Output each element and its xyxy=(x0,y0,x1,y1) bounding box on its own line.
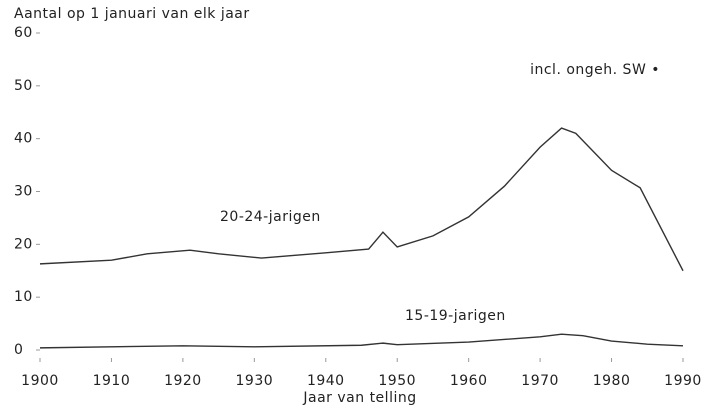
y-tick-label: 10 xyxy=(14,289,33,305)
x-tick-label: 1990 xyxy=(664,373,702,389)
line xyxy=(39,127,684,272)
y-tick-label: 60 xyxy=(14,25,33,41)
x-tick-label: 1940 xyxy=(307,373,345,389)
y-tick-label: 30 xyxy=(14,184,33,200)
x-axis-label: Jaar van telling xyxy=(302,390,416,406)
x-tick-label: 1930 xyxy=(236,373,274,389)
y-axis-label: Aantal op 1 januari van elk jaar xyxy=(14,6,250,22)
x-tick-label: 1950 xyxy=(378,373,416,389)
x-tick-label: 1980 xyxy=(593,373,631,389)
y-tick-label: 0 xyxy=(14,342,23,358)
x-tick-label: 1970 xyxy=(521,373,559,389)
x-tick-label: 1900 xyxy=(21,373,59,389)
series-label: 20-24-jarigen xyxy=(220,209,321,225)
series-label: 15-19-jarigen xyxy=(405,308,506,324)
x-tick-label: 1910 xyxy=(93,373,131,389)
annotation: incl. ongeh. SW • xyxy=(530,62,660,78)
x-tick-label: 1920 xyxy=(164,373,202,389)
x-tick-label: 1960 xyxy=(450,373,488,389)
y-tick-label: 50 xyxy=(14,78,33,94)
line xyxy=(39,333,684,349)
y-tick-label: 40 xyxy=(14,131,33,147)
y-tick-label: 20 xyxy=(14,236,33,252)
